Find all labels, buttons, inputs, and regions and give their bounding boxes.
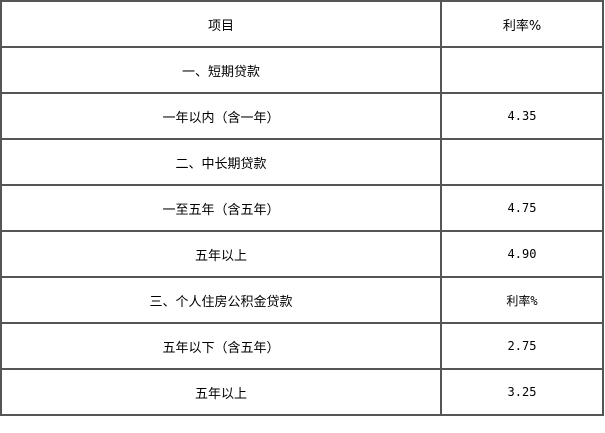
rate-cell: 利率% — [440, 276, 604, 324]
item-cell: 二、中长期贷款 — [0, 138, 442, 186]
table-row: 一至五年（含五年） 4.75 — [0, 184, 604, 232]
rate-cell: 4.75 — [440, 184, 604, 232]
rate-cell: 4.90 — [440, 230, 604, 278]
table-row: 三、个人住房公积金贷款 利率% — [0, 276, 604, 324]
rate-cell — [440, 138, 604, 186]
rate-cell: 4.35 — [440, 92, 604, 140]
table-row: 五年以下（含五年） 2.75 — [0, 322, 604, 370]
table-row: 一、短期贷款 — [0, 46, 604, 94]
item-cell: 一、短期贷款 — [0, 46, 442, 94]
item-cell: 五年以上 — [0, 368, 442, 416]
rate-cell — [440, 46, 604, 94]
item-cell: 一年以内（含一年） — [0, 92, 442, 140]
rate-cell: 3.25 — [440, 368, 604, 416]
header-row: 项目 利率% — [0, 0, 604, 48]
item-cell: 五年以下（含五年） — [0, 322, 442, 370]
table-row: 二、中长期贷款 — [0, 138, 604, 186]
item-cell: 一至五年（含五年） — [0, 184, 442, 232]
item-cell: 三、个人住房公积金贷款 — [0, 276, 442, 324]
interest-rate-table: 项目 利率% 一、短期贷款 一年以内（含一年） 4.35 二、中长期贷款 一至五年（含五… — [0, 0, 604, 416]
header-item: 项目 — [0, 0, 442, 48]
item-cell: 五年以上 — [0, 230, 442, 278]
table-row: 五年以上 3.25 — [0, 368, 604, 416]
table-row: 五年以上 4.90 — [0, 230, 604, 278]
header-rate: 利率% — [440, 0, 604, 48]
rate-cell: 2.75 — [440, 322, 604, 370]
table-row: 一年以内（含一年） 4.35 — [0, 92, 604, 140]
